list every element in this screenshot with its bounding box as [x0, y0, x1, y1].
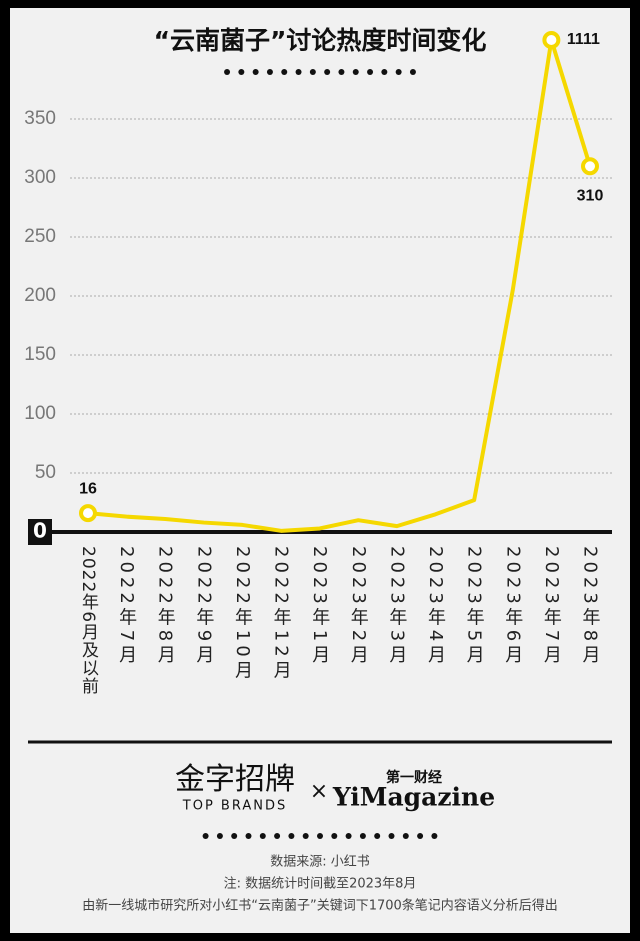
dot: [302, 833, 309, 839]
x-tick-label: 2023年6月: [502, 546, 523, 667]
x-tick-label: 2022年8月: [155, 546, 176, 667]
x-tick-label: 2022年7月: [116, 546, 137, 667]
brand-logo: 金字招牌: [175, 763, 295, 796]
y-tick-label: 50: [35, 462, 56, 483]
dot: [338, 69, 345, 75]
dot: [388, 833, 395, 839]
background: [10, 8, 630, 933]
x-tick-label: 2023年5月: [464, 546, 485, 667]
y-tick-label: 250: [24, 226, 56, 247]
marker: [542, 31, 561, 49]
dot: [324, 69, 331, 75]
dot: [281, 69, 288, 75]
data-label: 16: [79, 480, 97, 497]
method: 由新一线城市研究所对小红书“云南菌子”关键词下1700条笔记内容语义分析后得出: [82, 898, 558, 914]
dot: [381, 69, 388, 75]
marker: [79, 504, 97, 523]
dot: [345, 833, 352, 839]
data-label: 310: [577, 187, 604, 204]
dot: [202, 833, 209, 839]
times: ×: [310, 779, 328, 804]
dot: [309, 69, 316, 75]
x-tick-label: 2023年8月: [580, 546, 601, 667]
y-tick-label: 350: [24, 108, 56, 129]
dot: [395, 69, 402, 75]
dot: [431, 833, 438, 839]
dot: [374, 833, 381, 839]
dot-divider: [224, 69, 416, 75]
y-tick-label: 0: [33, 519, 47, 543]
dot: [238, 69, 245, 75]
dot: [216, 833, 223, 839]
x-tick-label: 2023年4月: [425, 546, 446, 667]
plot-area: [87, 38, 592, 533]
x-tick-label: 2023年1月: [309, 546, 330, 667]
dot: [331, 833, 338, 839]
x-tick-label: 2023年3月: [386, 546, 407, 667]
source: 数据来源: 小红书: [270, 854, 370, 870]
brand-sub: TOP BRANDS: [182, 799, 287, 814]
y-tick-label: 300: [24, 167, 56, 188]
dot: [402, 833, 409, 839]
dot: [367, 69, 374, 75]
dot: [359, 833, 366, 839]
chart-title: “云南菌子”讨论热度时间变化: [154, 26, 487, 55]
brand2-top: 第一财经: [386, 769, 442, 786]
data-label: 1111: [567, 31, 600, 48]
y-tick-label: 150: [24, 344, 56, 365]
dot: [417, 833, 424, 839]
marker: [581, 157, 599, 176]
x-tick-label: 2022年10月: [232, 546, 253, 683]
x-tick-label: 2023年7月: [541, 546, 562, 667]
line: [87, 38, 592, 533]
dot-divider: [202, 833, 438, 839]
dot: [317, 833, 323, 839]
x-tick-label: 2023年2月: [348, 546, 369, 667]
y-tick-label: 200: [24, 285, 56, 306]
dot: [352, 69, 359, 75]
dot: [409, 69, 416, 75]
dot: [259, 833, 266, 839]
dot: [274, 833, 281, 839]
dot: [231, 833, 238, 839]
dot: [295, 69, 302, 75]
dot: [245, 833, 252, 839]
brand2: YiMagazine: [332, 783, 495, 812]
x-tick-label: 2022年9月: [193, 546, 214, 667]
dot: [252, 69, 259, 75]
dot: [288, 833, 295, 839]
y-tick-label: 100: [24, 403, 56, 424]
dot: [224, 69, 231, 75]
x-tick-label: 2022年6月及以前: [78, 546, 99, 695]
zero-box: [28, 519, 52, 545]
x-tick-label: 2022年12月: [271, 546, 292, 683]
note: 注: 数据统计时间截至2023年8月: [224, 877, 417, 892]
dot: [266, 69, 273, 75]
